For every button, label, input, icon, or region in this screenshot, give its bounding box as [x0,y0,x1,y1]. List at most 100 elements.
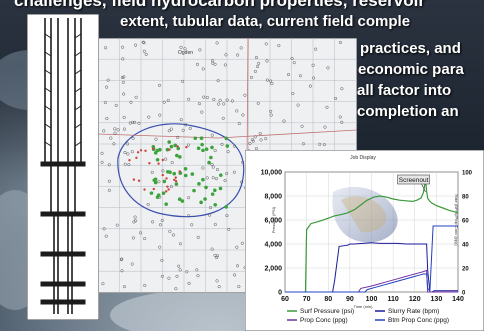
producing-well-symbol [153,180,158,185]
well-symbol [143,237,147,241]
well-symbol [115,223,119,227]
target-well-symbol [174,179,178,183]
x-tick-label: 110 [387,296,398,303]
producing-well-symbol [155,157,160,162]
well-symbol [166,98,170,103]
y-tick-label-left: 2,000 [264,266,282,273]
well-symbol [147,115,151,119]
well-symbol [102,129,106,133]
target-well-symbol [128,159,131,162]
well-symbol [133,215,137,219]
y-tick-label-left: 10,000 [261,170,283,177]
producing-well-symbol [197,182,201,186]
casing-detail-mark [44,105,52,111]
well-symbol [232,273,237,277]
headline-line-4: economic para [358,61,464,78]
well-symbol [220,142,224,146]
well-symbol [208,213,212,217]
producing-well-symbol [183,167,188,171]
well-symbol [151,220,155,224]
packer-mark [40,161,86,167]
well-symbol [239,46,243,50]
headline-line-3: practices, and [360,40,461,57]
well-symbol [162,100,166,104]
well-symbol [158,245,162,249]
well-symbol [134,43,138,47]
target-well-symbol [135,156,138,160]
well-symbol [146,202,150,206]
well-symbol [340,87,344,91]
well-symbol [235,109,239,113]
well-symbol [226,150,230,154]
well-symbol [122,115,126,119]
well-symbol [205,95,209,100]
well-symbol [256,101,260,105]
well-symbol [241,113,245,117]
well-symbol [291,92,295,96]
well-symbol [270,82,274,86]
well-symbol [113,131,117,135]
well-symbol [178,268,182,272]
headline-line-6: completion an [357,103,459,120]
well-symbol [338,115,342,119]
well-symbol [232,170,236,174]
well-symbol [183,47,187,51]
casing-detail-mark [44,51,52,57]
well-symbol [123,162,127,166]
well-symbol [212,97,216,102]
well-symbol [104,46,108,50]
target-well-symbol [151,147,155,150]
producing-well-symbol [165,147,170,152]
x-tick-label: 130 [431,296,443,303]
well-symbol [211,176,215,180]
casing-detail-mark [74,87,82,93]
producing-well-symbol [169,144,174,149]
well-symbol [168,229,172,233]
well-symbol [298,74,302,78]
producing-well-symbol [166,170,170,174]
well-symbol [240,180,244,184]
well-symbol [157,180,161,184]
well-symbol [223,63,227,67]
legend-label: Prop Conc (ppg) [300,317,348,324]
well-symbol [325,105,329,109]
wellbore-schematic [27,14,99,320]
producing-well-symbol [224,205,228,209]
well-symbol [175,274,179,278]
x-tick-label: 120 [409,296,421,303]
well-symbol [209,206,213,210]
producing-well-symbol [209,155,213,160]
producing-well-symbol [161,191,166,196]
producing-well-symbol [199,200,203,205]
well-symbol [265,59,269,63]
well-symbol [195,268,199,272]
producing-well-symbol [225,144,230,148]
legend-label: Slurry Rate (bpm) [388,308,439,315]
fracture-illustration [332,186,398,243]
producing-well-symbol [151,144,156,149]
well-symbol [215,279,219,283]
producing-well-symbol [149,191,154,195]
well-symbol [265,78,269,82]
producing-well-symbol [173,143,177,148]
well-symbol [171,233,175,237]
well-symbol [286,73,291,77]
y-tick-label-right: 100 [462,171,473,177]
well-symbol [218,98,222,102]
well-symbol [216,254,220,258]
well-symbol [129,100,133,104]
x-tick-label: 100 [366,296,378,303]
well-symbol [187,196,191,200]
well-symbol [130,262,134,266]
well-symbol [139,231,143,235]
well-symbol [322,143,326,147]
y-tick-label-right: 60 [462,219,469,225]
well-symbol [222,102,226,106]
producing-well-symbol [178,155,182,159]
well-symbol [282,119,286,123]
producing-well-symbol [183,173,188,178]
well-symbol [217,285,221,289]
well-symbol [120,269,124,273]
producing-well-symbol [167,140,171,144]
well-symbol [334,96,338,101]
